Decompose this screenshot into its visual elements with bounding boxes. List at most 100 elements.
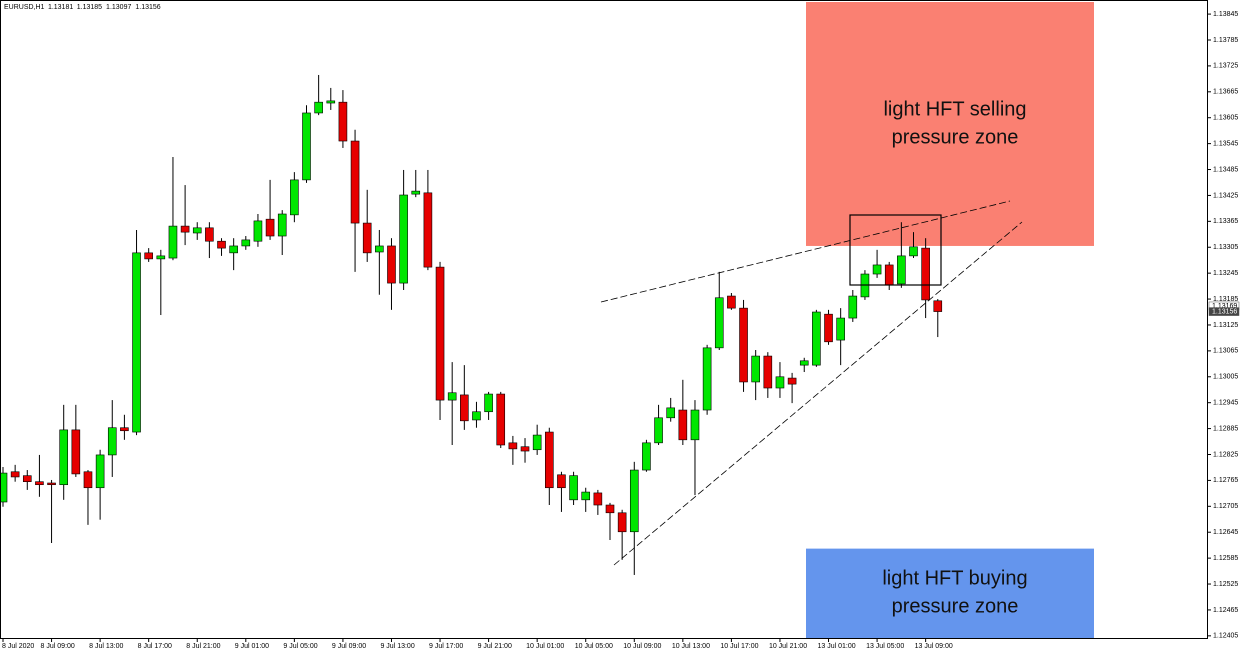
- y-tick-label: 1.12765: [1213, 477, 1238, 484]
- candle-body: [654, 417, 663, 444]
- candle-body: [132, 252, 141, 433]
- candle-body: [265, 218, 275, 237]
- y-tick-label: 1.13305: [1213, 244, 1238, 251]
- y-tick-label: 1.13665: [1213, 89, 1238, 96]
- candle-body: [605, 504, 615, 514]
- y-tick-label: 1.13365: [1213, 218, 1238, 225]
- axes: 1.13845 1.13785 1.13725 1.13665 1.13605 1.135…: [2, 11, 1240, 650]
- y-tick-label: 1.13485: [1213, 166, 1238, 173]
- candle-body: [205, 227, 214, 242]
- price-tag-label: 1.13169: [1212, 303, 1237, 310]
- x-tick-label: 13 Jul 01:00: [818, 643, 856, 650]
- y-tick-label: 1.13725: [1213, 63, 1238, 70]
- candle-body: [229, 245, 238, 254]
- candle-body: [350, 140, 360, 224]
- candle-body: [435, 266, 445, 401]
- y-tick-label: 1.13185: [1213, 296, 1238, 303]
- candle-body: [799, 360, 809, 366]
- candle-body: [629, 469, 639, 533]
- x-tick-label: 10 Jul 05:00: [575, 643, 613, 650]
- zone: [806, 2, 1094, 246]
- candle-body: [714, 297, 724, 349]
- symbol: EURUSD,H1: [4, 4, 45, 11]
- y-tick-label: 1.13605: [1213, 115, 1238, 122]
- candle-body: [71, 429, 81, 475]
- candle-body: [532, 434, 542, 451]
- candle-body: [897, 255, 906, 285]
- zone-label: light HFT buying: [882, 568, 1027, 590]
- header-price: 1.13156: [135, 4, 160, 11]
- plot-border: [0, 0, 1208, 639]
- candle-body: [168, 225, 178, 259]
- candle-body: [411, 190, 421, 195]
- x-tick-label: 10 Jul 09:00: [623, 643, 661, 650]
- candle-body: [569, 475, 578, 501]
- candle-body: [107, 427, 117, 456]
- candle-body: [338, 101, 348, 142]
- price-tag-label: 1.13156: [1212, 308, 1237, 315]
- candle-body: [836, 317, 845, 341]
- candle-body: [508, 442, 518, 450]
- candle-body: [447, 392, 457, 401]
- x-tick-label: 10 Jul 01:00: [526, 643, 564, 650]
- candle-body: [326, 100, 336, 104]
- candle-body: [217, 240, 226, 249]
- candle-body: [192, 227, 202, 234]
- x-tick-label: 8 Jul 21:00: [186, 643, 220, 650]
- candle-body: [678, 409, 688, 441]
- y-tick-label: 1.12645: [1213, 529, 1238, 536]
- candle-body: [751, 355, 760, 383]
- candle-body: [787, 377, 797, 385]
- x-tick-label: 10 Jul 13:00: [672, 643, 710, 650]
- candle-body: [22, 475, 32, 482]
- zones: light HFT selling pressure zone light HFT …: [806, 2, 1094, 638]
- x-tick-label: 9 Jul 17:00: [429, 643, 463, 650]
- x-tick-label: 10 Jul 17:00: [720, 643, 758, 650]
- zone-label: light HFT selling: [883, 98, 1026, 120]
- candle-body: [253, 220, 263, 242]
- price-tag: [1208, 307, 1240, 316]
- candle-body: [59, 429, 69, 486]
- candle-body: [921, 247, 930, 301]
- x-tick-label: 10 Jul 21:00: [769, 643, 807, 650]
- y-tick-label: 1.13785: [1213, 37, 1238, 44]
- candle-body: [10, 471, 20, 478]
- candle-body: [812, 311, 821, 366]
- candle-body: [884, 264, 894, 286]
- y-tick-label: 1.13245: [1213, 270, 1238, 277]
- candle-body: [702, 347, 712, 411]
- x-tick-label: 9 Jul 13:00: [380, 643, 414, 650]
- candle-body: [557, 474, 566, 489]
- y-tick-label: 1.12585: [1213, 555, 1238, 562]
- candle-body: [375, 245, 384, 253]
- candle-body: [144, 252, 153, 260]
- y-tick-label: 1.13125: [1213, 322, 1238, 329]
- x-tick-label: 13 Jul 09:00: [915, 643, 953, 650]
- zone-label: pressure zone: [892, 126, 1019, 148]
- y-tick-label: 1.12705: [1213, 503, 1238, 510]
- candle-body: [690, 409, 700, 441]
- candle-body: [617, 512, 627, 533]
- header-price: 1.13181: [48, 4, 73, 11]
- x-tick-label: 9 Jul 21:00: [478, 643, 512, 650]
- x-tick-label: 9 Jul 01:00: [235, 643, 269, 650]
- candle-body: [35, 481, 44, 486]
- y-tick-label: 1.12945: [1213, 400, 1238, 407]
- header-price: 1.13185: [77, 4, 102, 11]
- x-tick-label: 9 Jul 09:00: [332, 643, 366, 650]
- candle-body: [666, 407, 676, 419]
- candle-body: [933, 300, 943, 312]
- candle-body: [909, 246, 918, 257]
- candle-body: [593, 492, 603, 506]
- y-tick-label: 1.12885: [1213, 425, 1238, 432]
- candle-body: [47, 482, 56, 486]
- candle-body: [83, 471, 93, 489]
- header: EURUSD,H1 1.13181 1.13185 1.13097 1.13156: [4, 4, 161, 11]
- candle-body: [824, 313, 833, 343]
- candle-body: [763, 355, 773, 389]
- candle-body: [496, 393, 506, 446]
- x-tick-label: 9 Jul 05:00: [283, 643, 317, 650]
- candle-body: [581, 491, 591, 501]
- candle-body: [362, 222, 372, 254]
